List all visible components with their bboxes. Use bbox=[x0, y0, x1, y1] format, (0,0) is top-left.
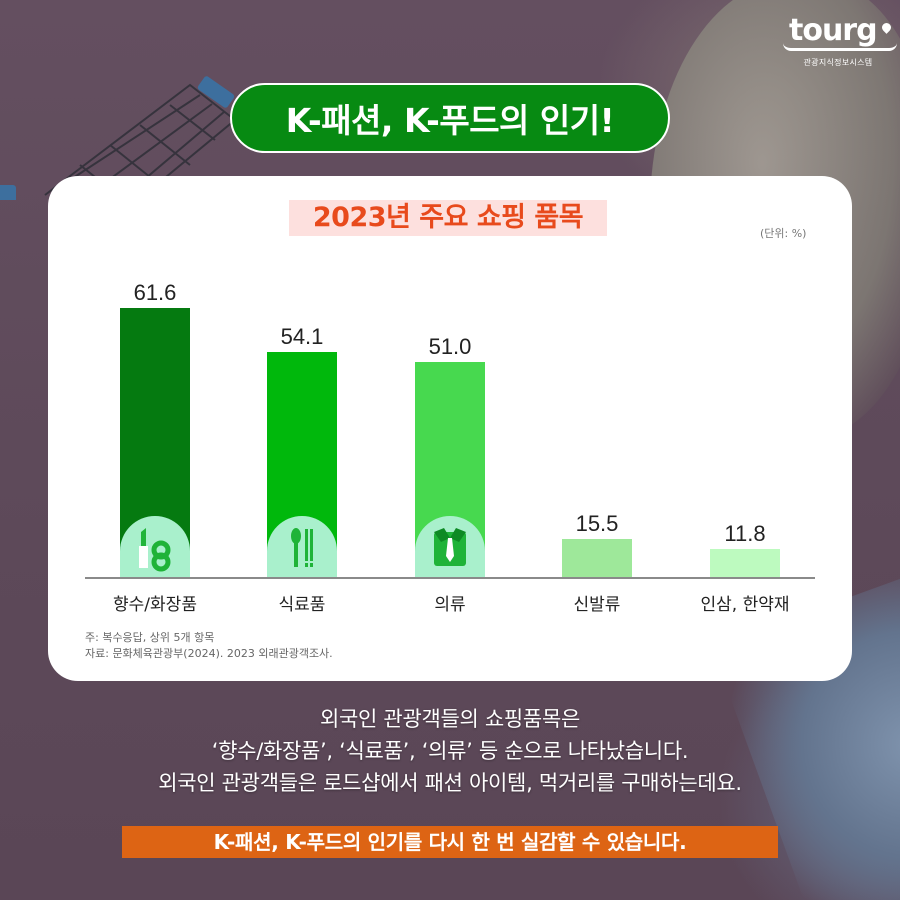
bar-ginseng bbox=[710, 549, 780, 578]
source-line: 자료: 문화체육관광부(2024). 2023 외래관광객조사. bbox=[85, 647, 333, 660]
category-label: 인삼, 한약재 bbox=[700, 595, 790, 615]
bar-value: 61.6 bbox=[133, 280, 177, 305]
bar-value: 15.5 bbox=[575, 511, 619, 536]
icon-badge bbox=[267, 516, 337, 578]
bar-groceries bbox=[267, 352, 337, 578]
description-line: 외국인 관광객들의 쇼핑품목은 bbox=[319, 707, 580, 731]
bar-cosmetics bbox=[120, 308, 190, 578]
unit-label: (단위: %) bbox=[760, 227, 807, 240]
x-axis-line bbox=[85, 577, 815, 579]
bar-value: 11.8 bbox=[724, 521, 766, 546]
note-line: 주: 복수응답, 상위 5개 항목 bbox=[85, 631, 215, 644]
tourg-logo[interactable]: tourg 관광지식정보시스템 bbox=[783, 16, 897, 68]
description-text: 외국인 관광객들의 쇼핑품목은 ‘향수/화장품’, ‘식료품’, ‘의류’ 등 … bbox=[0, 703, 900, 799]
bar-value: 54.1 bbox=[280, 324, 324, 349]
bar-clothing bbox=[415, 362, 485, 578]
spoon-chopsticks-icon bbox=[291, 528, 313, 567]
shopping-cart-illustration bbox=[0, 76, 237, 200]
page-title: K-패션, K-푸드의 인기! bbox=[230, 83, 670, 153]
chart-title: 2023년 주요 쇼핑 품목 bbox=[289, 200, 607, 236]
icon-badge bbox=[120, 516, 190, 578]
chart-notes: 주: 복수응답, 상위 5개 항목 자료: 문화체육관광부(2024). 202… bbox=[85, 630, 333, 662]
category-label: 신발류 bbox=[573, 595, 621, 615]
logo-subtitle: 관광지식정보시스템 bbox=[803, 58, 873, 67]
category-label: 의류 bbox=[434, 595, 466, 615]
description-line: ‘향수/화장품’, ‘식료품’, ‘의류’ 등 순으로 나타났습니다. bbox=[211, 739, 689, 763]
icon-badge bbox=[415, 516, 485, 578]
logo-wordmark: tourg bbox=[783, 16, 897, 51]
highlight-banner: K-패션, K-푸드의 인기를 다시 한 번 실감할 수 있습니다. bbox=[122, 826, 778, 858]
bar-footwear bbox=[562, 539, 632, 578]
category-label: 향수/화장품 bbox=[113, 595, 197, 615]
shirt-tie-icon bbox=[434, 528, 466, 566]
cosmetics-icon bbox=[139, 528, 171, 572]
bar-value: 51.0 bbox=[428, 334, 472, 359]
description-line: 외국인 관광객들은 로드샵에서 패션 아이템, 먹거리를 구매하는데요. bbox=[158, 771, 742, 795]
map-pin-icon bbox=[879, 20, 893, 34]
category-label: 식료품 bbox=[278, 595, 326, 615]
